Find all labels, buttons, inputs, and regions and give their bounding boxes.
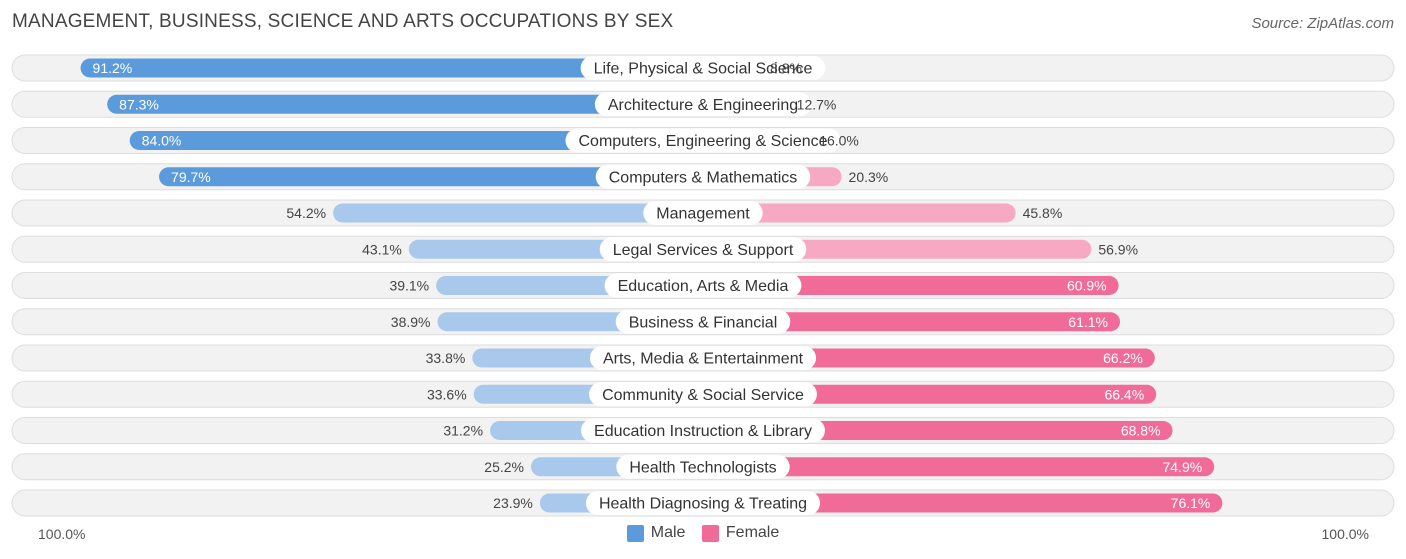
category-label: Computers & Mathematics [609, 169, 798, 186]
axis-left-label: 100.0% [38, 526, 86, 542]
bar-female [703, 384, 1157, 404]
value-label-male: 87.3% [119, 96, 159, 112]
category-label-box [565, 128, 841, 153]
value-label-female: 12.7% [797, 96, 837, 112]
value-label-male: 31.2% [443, 423, 483, 439]
category-label: Management [656, 206, 750, 223]
category-label-box [594, 92, 812, 117]
bar-male [107, 94, 704, 114]
value-label-male: 91.2% [93, 60, 133, 76]
chart-title: MANAGEMENT, BUSINESS, SCIENCE AND ARTS O… [12, 11, 674, 32]
category-label-box [595, 164, 811, 189]
category-label: Business & Financial [629, 314, 778, 331]
category-label: Architecture & Engineering [608, 97, 798, 114]
bar-female [703, 203, 1016, 223]
value-label-male: 84.0% [142, 133, 182, 149]
bar-female [703, 312, 1121, 332]
value-label-male: 33.8% [426, 350, 466, 366]
value-label-male: 33.6% [427, 386, 467, 402]
value-label-female: 8.8% [770, 60, 802, 76]
bar-male [159, 167, 704, 187]
legend-label-male: Male [650, 524, 686, 541]
category-label: Arts, Media & Entertainment [603, 351, 804, 368]
bar-male [333, 203, 703, 223]
legend-item-male: Male [626, 524, 686, 542]
category-label: Life, Physical & Social Science [594, 61, 813, 78]
value-label-male: 23.9% [493, 495, 533, 511]
legend-label-female: Female [725, 524, 780, 541]
category-label-box [615, 309, 791, 334]
value-label-male: 79.7% [171, 169, 211, 185]
category-label: Education, Arts & Media [618, 278, 789, 295]
category-label: Legal Services & Support [613, 242, 794, 259]
category-label-box [589, 382, 817, 407]
category-label-box [604, 273, 802, 298]
value-label-male: 43.1% [362, 241, 402, 257]
category-label: Education Instruction & Library [594, 423, 812, 440]
category-label-box [589, 346, 817, 370]
value-label-female: 20.3% [849, 169, 889, 185]
category-label: Community & Social Service [602, 387, 804, 404]
value-label-male: 54.2% [286, 205, 326, 221]
category-label: Health Diagnosing & Treating [599, 496, 807, 513]
value-label-female: 74.9% [1162, 459, 1202, 475]
axis-right-label: 100.0% [1321, 526, 1369, 542]
value-label-male: 39.1% [389, 278, 429, 294]
legend: Male Female [0, 524, 1406, 547]
value-label-male: 38.9% [391, 314, 431, 330]
value-label-female: 60.9% [1067, 278, 1107, 294]
bar-male [80, 58, 703, 78]
source-credit: Source: ZipAtlas.com [1251, 15, 1394, 32]
category-label-box [581, 418, 825, 443]
category-label-box [599, 237, 807, 262]
bar-female [703, 348, 1155, 368]
category-label-box [643, 201, 763, 225]
value-label-female: 61.1% [1068, 314, 1108, 330]
value-label-female: 76.1% [1171, 495, 1211, 511]
value-label-female: 56.9% [1098, 241, 1138, 257]
category-label: Health Technologists [629, 459, 776, 476]
legend-swatch-female [701, 524, 719, 542]
category-label-box [580, 56, 826, 80]
bar-female [703, 457, 1215, 477]
bar-female [703, 493, 1223, 513]
value-label-female: 45.8% [1023, 205, 1063, 221]
legend-swatch-male [626, 524, 644, 542]
legend-item-female: Female [701, 524, 780, 542]
value-label-male: 25.2% [484, 459, 524, 475]
category-label-box [616, 454, 790, 479]
value-label-female: 16.0% [819, 133, 859, 149]
value-label-female: 66.2% [1103, 350, 1143, 366]
diverging-bar-chart: Life, Physical & Social Science 91.2% 8.8%… [11, 54, 1395, 517]
value-label-female: 68.8% [1121, 423, 1161, 439]
category-label: Computers, Engineering & Science [578, 133, 827, 150]
value-label-female: 66.4% [1104, 386, 1144, 402]
bar-male [129, 131, 703, 150]
bar-female [703, 276, 1119, 295]
category-label-box [585, 491, 821, 515]
